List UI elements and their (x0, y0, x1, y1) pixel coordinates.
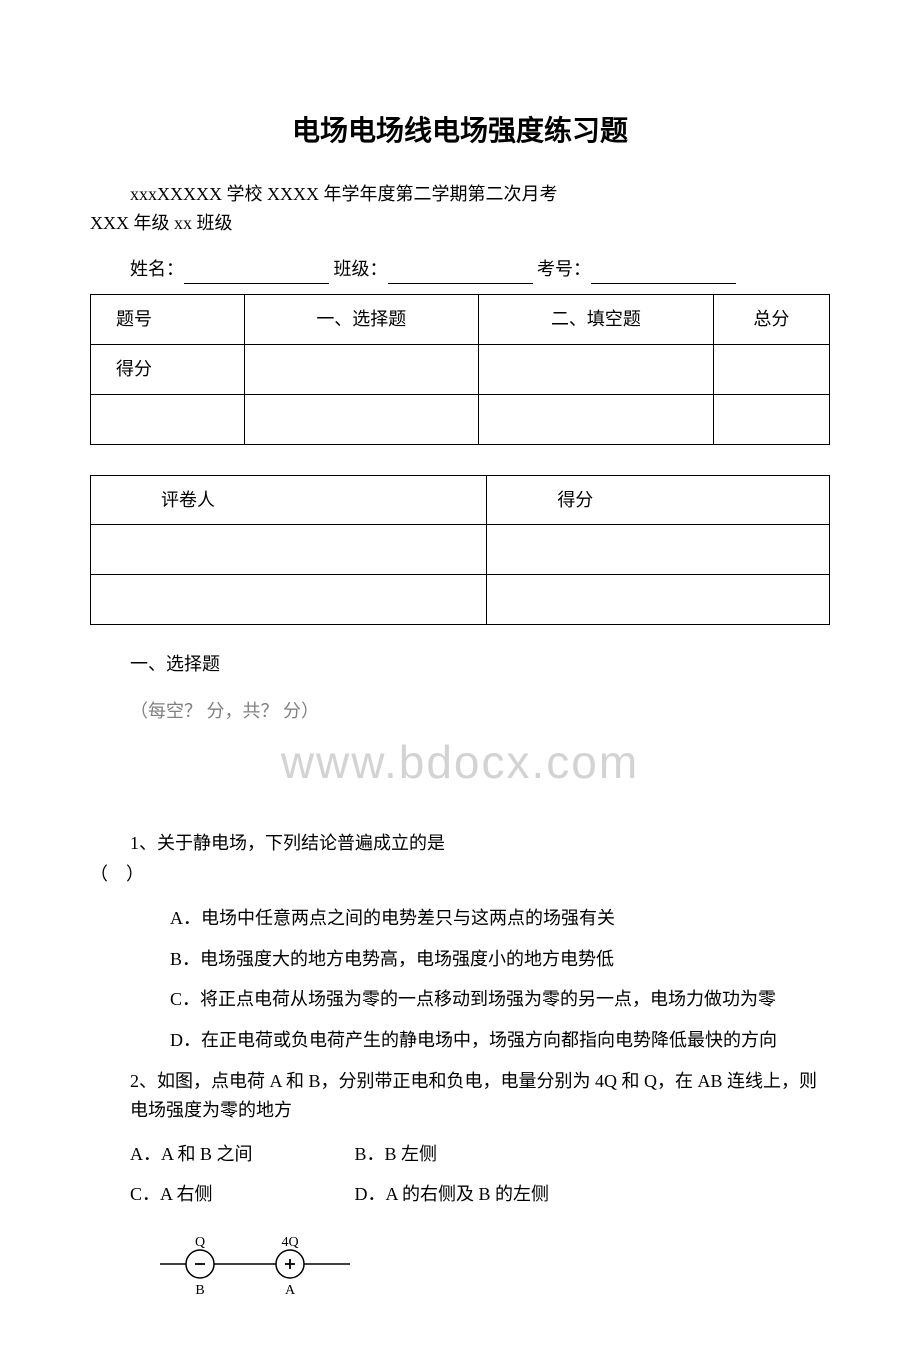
header-total: 总分 (713, 295, 829, 345)
student-info-line: 姓名： 班级： 考号： (90, 255, 830, 284)
table-row (91, 394, 830, 444)
section-title: 一、选择题 (90, 650, 830, 679)
table-row: 评卷人 得分 (91, 475, 830, 525)
empty-cell (91, 525, 487, 575)
page-title: 电场电场线电场强度练习题 (90, 110, 830, 155)
table-row (91, 525, 830, 575)
q2-options-row2: C．A 右侧 D．A 的右侧及 B 的左侧 (90, 1180, 830, 1209)
section-note: （每空？ 分，共？ 分） (90, 697, 830, 726)
svg-text:4Q: 4Q (281, 1235, 298, 1250)
empty-cell (91, 575, 487, 625)
exam-header-line1: xxxXXXXX 学校 XXXX 年学年度第二学期第二次月考 (90, 180, 830, 209)
grader-table: 评卷人 得分 (90, 475, 830, 625)
q2-option-d: D．A 的右侧及 B 的左侧 (355, 1180, 550, 1209)
score-table: 题号 一、选择题 二、填空题 总分 得分 (90, 294, 830, 444)
empty-cell (91, 394, 245, 444)
grader-label: 评卷人 (91, 475, 487, 525)
empty-cell (479, 394, 714, 444)
exam-label: 考号： (537, 259, 591, 279)
q2-options-row1: A．A 和 B 之间 B．B 左侧 (90, 1140, 830, 1169)
q2-option-a: A．A 和 B 之间 (130, 1140, 350, 1169)
header-tihao: 题号 (91, 295, 245, 345)
score-label: 得分 (487, 475, 830, 525)
q2-option-c: C．A 右侧 (130, 1180, 350, 1209)
empty-cell (487, 575, 830, 625)
exam-header-line2: XXX 年级 xx 班级 (90, 209, 830, 238)
q1-option-c: C．将正点电荷从场强为零的一点移动到场强为零的另一点，电场力做功为零 (90, 985, 830, 1014)
table-row: 题号 一、选择题 二、填空题 总分 (91, 295, 830, 345)
empty-cell (487, 525, 830, 575)
q1-option-b: B．电场强度大的地方电势高，电场强度小的地方电势低 (90, 945, 830, 974)
class-label: 班级： (334, 259, 388, 279)
empty-cell (244, 394, 479, 444)
svg-text:A: A (285, 1283, 296, 1298)
header-choice: 一、选择题 (244, 295, 479, 345)
score-cell (479, 344, 714, 394)
q1-option-d: D．在正电荷或负电荷产生的静电场中，场强方向都指向电势降低最快的方向 (90, 1026, 830, 1055)
class-blank (388, 264, 533, 284)
question-2: 2、如图，点电荷 A 和 B，分别带正电和负电，电量分别为 4Q 和 Q，在 A… (90, 1067, 830, 1125)
score-label: 得分 (91, 344, 245, 394)
table-row: 得分 (91, 344, 830, 394)
table-row (91, 575, 830, 625)
header-fill: 二、填空题 (479, 295, 714, 345)
watermark: www.bdocx.com (90, 726, 830, 800)
q1-option-a: A．电场中任意两点之间的电势差只与这两点的场强有关 (90, 904, 830, 933)
exam-blank (591, 264, 736, 284)
charge-diagram-svg: Q 4Q B A (150, 1234, 360, 1299)
question-1-paren: （ ） (90, 860, 830, 889)
empty-cell (713, 394, 829, 444)
score-cell (244, 344, 479, 394)
question-1: 1、关于静电场，下列结论普遍成立的是 (90, 829, 830, 858)
svg-text:Q: Q (195, 1235, 205, 1250)
name-label: 姓名： (130, 259, 184, 279)
name-blank (184, 264, 329, 284)
svg-text:B: B (195, 1283, 204, 1298)
score-cell (713, 344, 829, 394)
q2-option-b: B．B 左侧 (355, 1140, 438, 1169)
q2-text: 2、如图，点电荷 A 和 B，分别带正电和负电，电量分别为 4Q 和 Q，在 A… (130, 1071, 817, 1120)
charge-diagram: Q 4Q B A (150, 1234, 830, 1299)
